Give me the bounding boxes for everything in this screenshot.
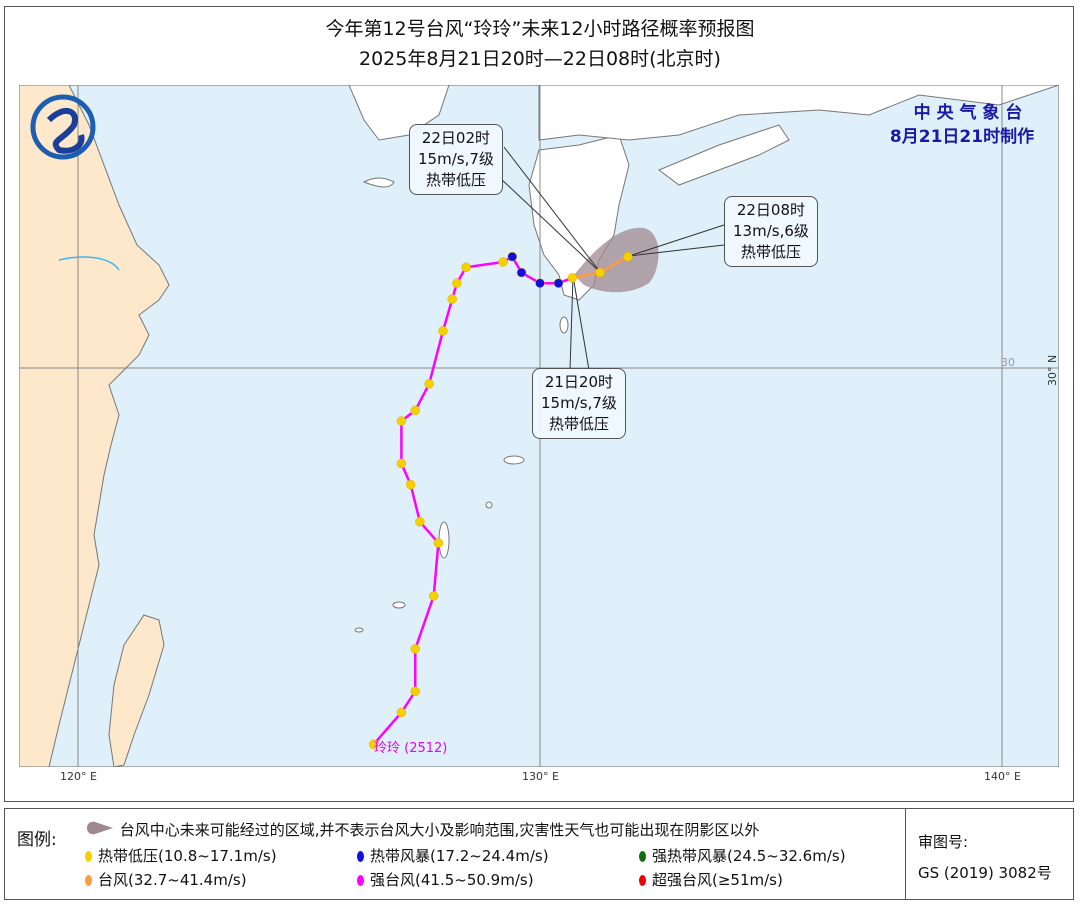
typhoon-symbol-icon <box>357 851 364 862</box>
track-point-td <box>452 278 462 288</box>
track-point-td <box>410 686 421 697</box>
callout-time: 21日20时 <box>544 373 614 391</box>
legend-item-label: 强台风(41.5~50.9m/s) <box>370 871 534 889</box>
map-subtitle: 2025年8月21日20时—22日08时(北京时) <box>359 48 721 70</box>
track-point-td <box>567 273 578 283</box>
legend-title: 图例: <box>17 830 57 850</box>
legend-item: 热带风暴(17.2~24.4m/s) <box>357 845 549 866</box>
track-point-td <box>428 591 439 601</box>
track-point-td <box>461 262 471 273</box>
typhoon-symbol-icon <box>357 875 364 886</box>
track-point-td <box>433 538 444 548</box>
probability-cone <box>574 227 659 293</box>
callout-leaders <box>498 146 725 371</box>
china-land <box>19 85 170 767</box>
lon-label-140: 140° E <box>984 770 1021 783</box>
legend-item-label: 台风(32.7~41.4m/s) <box>98 871 247 889</box>
callout-21d20h: 21日20时 15m/s,7级 热带低压 <box>532 368 626 439</box>
ryukyu-islands <box>354 316 569 633</box>
track-point-td <box>424 379 434 389</box>
track-point-td <box>623 251 633 262</box>
track-point-td <box>396 707 407 718</box>
track-point-ts <box>507 251 518 262</box>
callout-grade: 热带低压 <box>740 243 801 261</box>
track-point-ts <box>535 278 545 288</box>
callout-22d08h: 22日08时 13m/s,6级 热带低压 <box>724 196 818 267</box>
typhoon-symbol-icon <box>85 851 92 862</box>
track-point-td <box>396 458 407 469</box>
callout-wind: 13m/s,6级 <box>733 222 809 240</box>
callout-grade: 热带低压 <box>425 171 486 189</box>
lon-label-130: 130° E <box>522 770 559 783</box>
track-point-td <box>405 479 416 490</box>
callout-wind: 15m/s,7级 <box>541 394 617 412</box>
review-number-box: 审图号: GS (2019) 3082号 <box>905 809 1078 899</box>
cma-logo <box>30 94 96 160</box>
agency-name: 中 央 气 象 台 <box>913 103 1023 123</box>
track-point-ts <box>553 278 564 288</box>
track-point-td <box>447 294 457 304</box>
track-point-td <box>498 257 508 267</box>
past-track-line <box>372 254 573 746</box>
legend-item: 强台风(41.5~50.9m/s) <box>357 869 534 890</box>
legend-item: 热带低压(10.8~17.1m/s) <box>85 845 277 866</box>
legend-item-label: 热带低压(10.8~17.1m/s) <box>98 847 277 865</box>
lon-label-120: 120° E <box>60 770 97 783</box>
review-label: 审图号: <box>918 833 969 851</box>
track-point-td <box>396 416 407 426</box>
legend-item-label: 强热带风暴(24.5~32.6m/s) <box>652 847 846 865</box>
legend-item-label: 超强台风(≥51m/s) <box>652 871 783 889</box>
map-frame <box>4 6 1074 802</box>
track-point-td <box>368 739 379 750</box>
track-point-td <box>438 326 448 336</box>
legend: 图例: 台风中心未来可能经过的区域,并不表示台风大小及影响范围,灾害性天气也可能… <box>4 808 1074 900</box>
typhoon-symbol-icon <box>85 875 92 886</box>
track-point-ts <box>516 267 527 278</box>
review-number: GS (2019) 3082号 <box>918 864 1052 882</box>
track-layer <box>368 251 633 750</box>
map-title: 今年第12号台风“玲玲”未来12小时路径概率预报图 <box>325 18 755 40</box>
yangtze-river <box>58 256 120 271</box>
callout-grade: 热带低压 <box>548 415 609 433</box>
legend-item: 强热带风暴(24.5~32.6m/s) <box>639 845 846 866</box>
typhoon-name-label: 玲玲 (2512) <box>374 741 447 756</box>
issue-time: 8月21日21时制作 <box>889 127 1035 147</box>
lat-inner-label: 30 <box>1001 356 1015 369</box>
cone-icon <box>87 821 113 835</box>
callout-time: 22日02时 <box>421 129 491 147</box>
typhoon-symbol-icon <box>639 875 646 886</box>
legend-item: 台风(32.7~41.4m/s) <box>85 869 247 890</box>
callout-22d02h: 22日02时 15m/s,7级 热带低压 <box>409 124 503 195</box>
track-point-td <box>410 644 421 654</box>
track-point-td <box>595 267 605 278</box>
callout-wind: 15m/s,7级 <box>418 150 494 168</box>
lat-label-30: 30° N <box>1046 354 1059 386</box>
taiwan-land <box>108 614 165 767</box>
track-point-td <box>415 516 425 527</box>
legend-cone-text: 台风中心未来可能经过的区域,并不表示台风大小及影响范围,灾害性天气也可能出现在阴… <box>119 821 760 839</box>
legend-item-label: 热带风暴(17.2~24.4m/s) <box>370 847 549 865</box>
jeju-island <box>362 177 395 188</box>
typhoon-symbol-icon <box>639 851 646 862</box>
track-point-td <box>410 405 421 416</box>
honshu-land <box>538 85 1059 141</box>
callout-time: 22日08时 <box>736 201 806 219</box>
legend-cone: 台风中心未来可能经过的区域,并不表示台风大小及影响范围,灾害性天气也可能出现在阴… <box>85 819 759 840</box>
shikoku-land <box>658 124 790 186</box>
map-canvas: 30 玲玲 (2512) <box>19 85 1059 767</box>
legend-item: 超强台风(≥51m/s) <box>639 869 783 890</box>
